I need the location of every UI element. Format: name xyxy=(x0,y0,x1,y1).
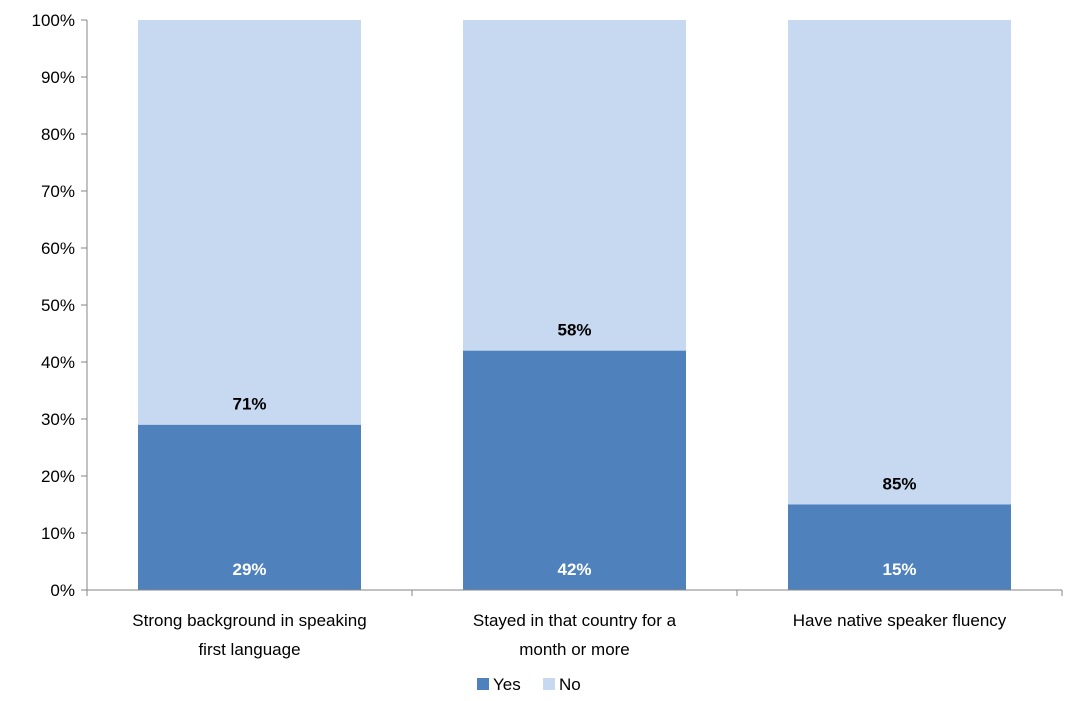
y-tick-label: 70% xyxy=(41,182,75,201)
data-label-no: 85% xyxy=(882,475,916,494)
bar-segment-yes xyxy=(138,424,361,590)
bars: 29% 71% 42% 58% 15% 85% xyxy=(138,20,1011,590)
bar-segment-yes xyxy=(463,350,686,590)
y-tick-label: 10% xyxy=(41,524,75,543)
y-tick-label: 80% xyxy=(41,125,75,144)
data-label-yes: 42% xyxy=(557,560,591,579)
y-tick-label: 20% xyxy=(41,467,75,486)
y-axis: 0% 10% 20% 30% 40% 50% 60% 70% 80% 90% 100% xyxy=(32,11,88,600)
legend-swatch-yes xyxy=(477,678,489,690)
y-tick-label: 60% xyxy=(41,239,75,258)
y-tick-label: 100% xyxy=(32,11,75,30)
x-category-label: Stayed in that country for a month or mor… xyxy=(473,611,677,659)
legend-label-no: No xyxy=(559,675,581,694)
data-label-no: 71% xyxy=(232,395,266,414)
y-tick-label: 50% xyxy=(41,296,75,315)
legend-swatch-no xyxy=(543,678,555,690)
y-tick-label: 30% xyxy=(41,410,75,429)
legend: Yes No xyxy=(477,675,581,694)
y-tick-label: 40% xyxy=(41,353,75,372)
bar-segment-no xyxy=(788,20,1011,505)
legend-label-yes: Yes xyxy=(493,675,521,694)
y-tick-label: 0% xyxy=(50,581,75,600)
y-tick-label: 90% xyxy=(41,68,75,87)
data-label-no: 58% xyxy=(557,321,591,340)
bar-segment-no xyxy=(138,20,361,425)
data-label-yes: 15% xyxy=(882,560,916,579)
bar-segment-no xyxy=(463,20,686,351)
bar-segment-yes xyxy=(788,504,1011,590)
data-label-yes: 29% xyxy=(232,560,266,579)
x-category-label: Strong background in speaking first langu… xyxy=(132,611,366,659)
x-category-label: Have native speaker fluency xyxy=(793,611,1007,630)
x-axis: Strong background in speaking first langu… xyxy=(86,589,1063,659)
